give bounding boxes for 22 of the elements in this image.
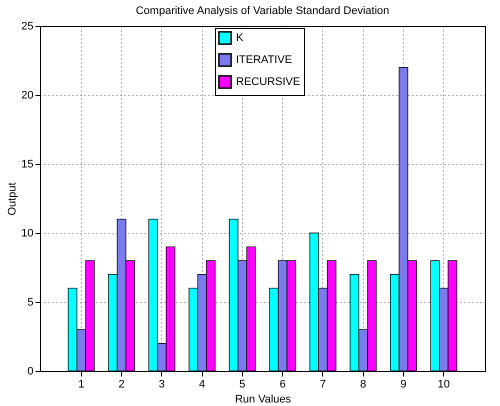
x-tick-label: 2 [118, 378, 125, 390]
x-tick-label: 3 [158, 378, 165, 390]
x-tick-label: 5 [239, 378, 246, 390]
y-tick-label: 15 [21, 158, 34, 170]
x-tick-label: 4 [199, 378, 206, 390]
x-tick-label: 10 [438, 378, 450, 390]
y-axis-title: Output [6, 182, 18, 216]
x-tick-label: 8 [360, 378, 366, 390]
chart-title: Comparitive Analysis of Variable Standard Deviation [136, 5, 390, 17]
legend-label: RECURSIVE [236, 76, 300, 88]
x-tick-label: 7 [320, 378, 326, 390]
legend-label: ITERATIVE [236, 54, 292, 66]
y-tick-label: 5 [27, 296, 34, 308]
y-tick-label: 0 [27, 366, 34, 378]
y-tick-label: 20 [21, 90, 34, 102]
x-tick-label: 9 [400, 378, 407, 390]
y-tick-label: 25 [21, 20, 34, 32]
x-tick-label: 6 [280, 378, 286, 390]
legend-label: K [236, 32, 244, 44]
x-tick-label: 1 [78, 378, 84, 390]
y-tick-label: 10 [21, 228, 34, 240]
x-axis-title: Run Values [234, 394, 292, 406]
